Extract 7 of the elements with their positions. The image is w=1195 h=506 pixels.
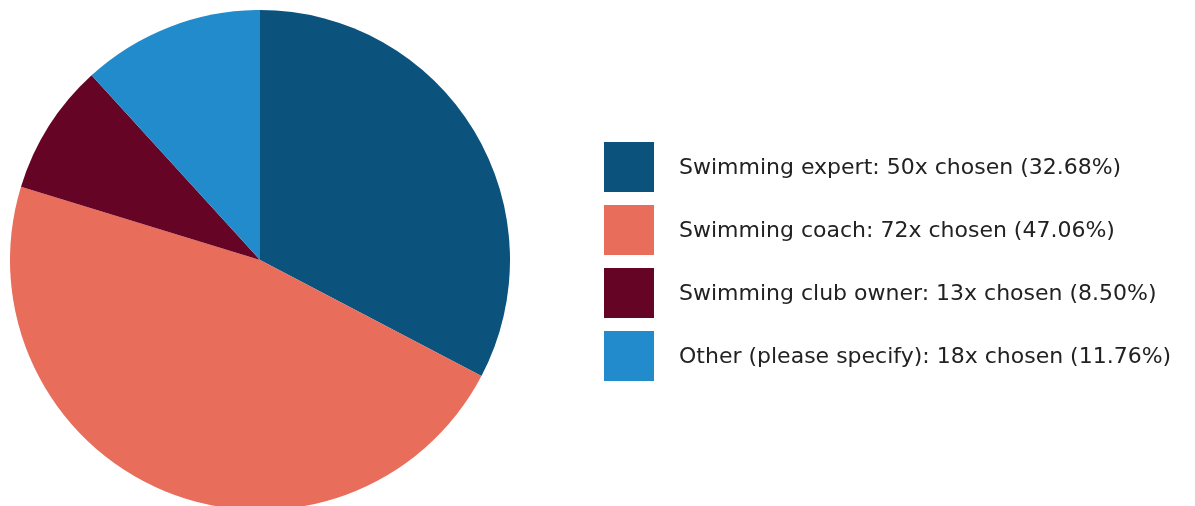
legend-label: Other (please specify): 18x chosen (11.76%) <box>679 343 1172 368</box>
pie-slice <box>91 10 260 260</box>
pie-slice <box>260 10 510 377</box>
legend-label: Swimming expert: 50x chosen (32.68%) <box>679 154 1122 179</box>
legend-label: Swimming coach: 72x chosen (47.06%) <box>679 217 1115 242</box>
pie-slice <box>21 75 260 260</box>
legend-label: Swimming club owner: 13x chosen (8.50%) <box>679 280 1157 305</box>
